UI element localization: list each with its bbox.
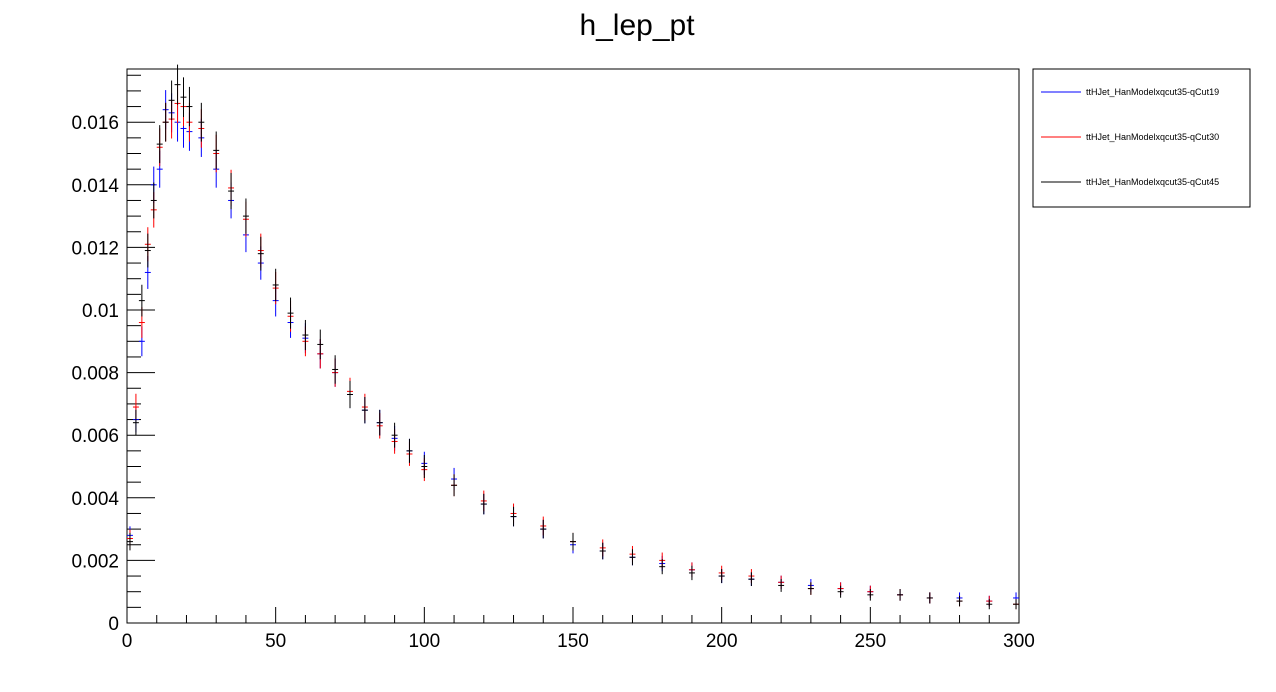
- legend-label: ttHJet_HanModelxqcut35-qCut45: [1086, 177, 1219, 187]
- data-point: [332, 355, 339, 384]
- y-tick-label: 0: [108, 614, 119, 635]
- data-point: [837, 585, 844, 598]
- data-point: [451, 474, 458, 497]
- y-tick-label: 0.012: [71, 238, 119, 259]
- data-point: [688, 565, 695, 581]
- data-point: [718, 569, 725, 584]
- legend: ttHJet_HanModelxqcut35-qCut19 ttHJet_HanM…: [1032, 68, 1251, 208]
- data-point: [1013, 599, 1019, 610]
- data-point: [867, 589, 874, 601]
- data-point: [272, 268, 279, 302]
- data-point: [174, 64, 181, 105]
- x-tick-label: 300: [1003, 631, 1035, 652]
- data-point: [168, 80, 175, 121]
- data-point: [807, 582, 814, 595]
- y-tick-label: 0.01: [82, 301, 119, 322]
- y-tick-label: 0.002: [71, 551, 119, 572]
- legend-item: ttHJet_HanModelxqcut35-qCut19: [1041, 87, 1219, 97]
- data-point: [242, 198, 249, 234]
- data-point: [480, 493, 487, 515]
- data-point: [302, 319, 309, 351]
- data-point: [659, 559, 666, 575]
- data-point: [599, 542, 606, 560]
- data-point: [540, 519, 547, 539]
- data-point: [127, 532, 133, 551]
- data-point: [391, 422, 398, 448]
- axes: 0 0.002 0.004 0.006 0.008 0.01 0.012 0.014 0.016…: [71, 74, 1035, 652]
- data-point: [287, 297, 294, 329]
- data-point: [629, 549, 636, 566]
- x-tick-label: 200: [706, 631, 738, 652]
- series-2: [127, 83, 1019, 610]
- data-point: [406, 438, 413, 463]
- data-point: [138, 284, 145, 317]
- data-point: [150, 182, 157, 219]
- x-tick-label: 100: [408, 631, 440, 652]
- data-point: [956, 595, 963, 607]
- y-tick-label: 0.004: [71, 489, 119, 510]
- data-point: [180, 77, 187, 117]
- y-tick-label: 0.008: [71, 364, 119, 385]
- data-point: [198, 102, 205, 142]
- data-point: [748, 572, 755, 587]
- legend-label: ttHJet_HanModelxqcut35-qCut19: [1086, 87, 1219, 97]
- legend-item: ttHJet_HanModelxqcut35-qCut30: [1041, 132, 1219, 142]
- data-point: [257, 236, 264, 271]
- x-tick-label: 50: [265, 631, 286, 652]
- data-point: [156, 125, 163, 164]
- series-1: [127, 90, 1019, 607]
- legend-label: ttHJet_HanModelxqcut35-qCut30: [1086, 132, 1219, 142]
- data-point: [162, 102, 169, 142]
- data-point: [144, 233, 151, 268]
- y-tick-label: 0.016: [71, 113, 119, 134]
- data-point: [570, 532, 576, 551]
- x-tick-label: 150: [557, 631, 589, 652]
- data-point: [778, 578, 785, 592]
- data-point: [186, 86, 193, 127]
- series-3: [127, 64, 1019, 610]
- data-point: [897, 589, 904, 601]
- data-point: [926, 592, 933, 604]
- data-point: [317, 329, 324, 360]
- legend-item: ttHJet_HanModelxqcut35-qCut45: [1041, 177, 1219, 187]
- data-point: [228, 172, 235, 210]
- y-tick-label: 0.014: [71, 176, 119, 197]
- data-point: [213, 131, 220, 170]
- x-tick-label: 250: [854, 631, 886, 652]
- data-point: [347, 380, 353, 409]
- data-point: [986, 599, 993, 610]
- data-point: [510, 506, 517, 527]
- series-layer: [127, 64, 1019, 610]
- y-tick-label: 0.006: [71, 426, 119, 447]
- data-point: [376, 409, 383, 436]
- chart-title: h_lep_pt: [579, 9, 695, 42]
- data-point: [421, 454, 428, 479]
- data-point: [361, 396, 368, 424]
- data-point: [132, 409, 139, 436]
- x-tick-label: 0: [122, 631, 133, 652]
